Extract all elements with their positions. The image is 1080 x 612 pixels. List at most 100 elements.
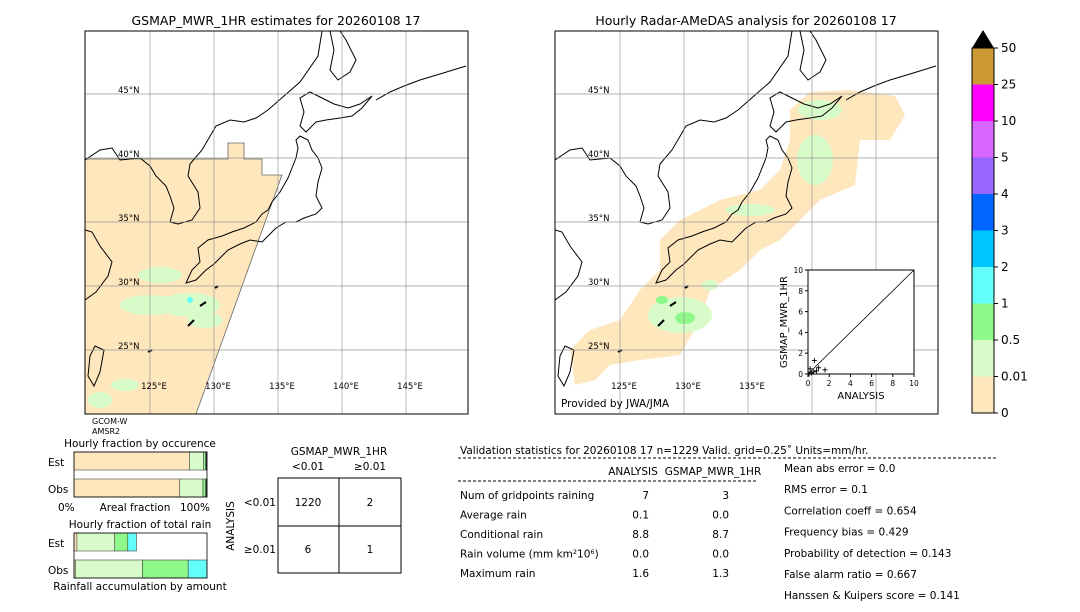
stat-gsmap-value: 3	[722, 490, 729, 502]
rain-est-label: Est	[48, 538, 64, 550]
svg-text:140°E: 140°E	[333, 382, 359, 392]
occurrence-title: Hourly fraction by occurence	[64, 438, 216, 450]
scatter-ytick-label: 6	[798, 308, 803, 317]
svg-text:125°E: 125°E	[141, 382, 167, 392]
svg-text:≥0.01: ≥0.01	[244, 544, 276, 556]
colorbar-tick-label: 3	[1001, 224, 1009, 238]
stat-label: Rain volume (mm km²10⁶)	[460, 549, 599, 561]
scatter-inset: 00 2 2 4 4 6 6 8 8 10 10 ANALYSIS GSMAP_MWR_1HR	[779, 266, 919, 402]
colorbar-tick-label: 0	[1001, 406, 1009, 420]
score-line: Correlation coeff = 0.654	[784, 505, 917, 517]
occ-x-min: 0%	[58, 502, 75, 514]
contingency-row-title: ANALYSIS	[225, 501, 237, 551]
occ-x-max: 100%	[180, 502, 210, 514]
colorbar-tick-label: 0.01	[1001, 370, 1028, 384]
stacked-bar-segment	[202, 478, 206, 498]
scatter-xtick-label: 0	[806, 379, 811, 388]
colorbar-tick-label: 0.5	[1001, 333, 1020, 347]
svg-text:ANALYSIS: ANALYSIS	[608, 466, 658, 478]
svg-text:135°E: 135°E	[739, 382, 765, 392]
scatter-point	[811, 357, 817, 363]
colorbar-tick-label: 50	[1001, 41, 1016, 55]
colorbar-segment	[972, 303, 994, 340]
right-lon-labels: 125°E 130°E 135°E	[611, 382, 765, 392]
score-line: Frequency bias = 0.429	[784, 527, 909, 539]
svg-text:GSMAP_MWR_1HR: GSMAP_MWR_1HR	[665, 466, 761, 478]
left-lon-labels: 125°E 130°E 135°E 140°E 145°E	[141, 382, 423, 392]
colorbar-tick-label: 25	[1001, 78, 1016, 92]
colorbar-segment	[972, 194, 994, 231]
scatter-xtick-label: 6	[869, 379, 874, 388]
colorbar-tick-label: 2	[1001, 260, 1009, 274]
stat-label: Maximum rain	[460, 568, 535, 580]
contingency-table: GSMAP_MWR_1HR <0.01 ≥0.01 ANALYSIS <0.01…	[225, 446, 402, 574]
score-line: Mean abs error = 0.0	[784, 463, 895, 475]
rain-obs-label: Obs	[48, 565, 68, 577]
left-map	[85, 31, 468, 414]
scatter-point	[813, 368, 819, 374]
right-lat-labels: 45°N 40°N 35°N 30°N 25°N	[588, 86, 609, 352]
right-map-title: Hourly Radar-AMeDAS analysis for 2026010…	[595, 13, 896, 28]
stacked-bar-segment	[73, 532, 78, 552]
svg-text:30°N: 30°N	[588, 278, 609, 288]
rain-xlabel: Rainfall accumulation by amount	[53, 581, 226, 593]
colorbar-tick-label: 4	[1001, 187, 1009, 201]
one-to-one-line	[807, 269, 915, 375]
svg-text:<0.01: <0.01	[244, 497, 276, 509]
colorbar-tick-label: 1	[1001, 297, 1009, 311]
colorbar-segment	[972, 230, 994, 267]
colorbar-segment	[972, 340, 994, 377]
colorbar-segment	[972, 48, 994, 85]
stat-gsmap-value: 8.7	[712, 529, 729, 541]
scatter-ytick-label: 10	[793, 266, 803, 275]
satellite-name: GCOM-W	[92, 417, 128, 426]
stacked-bar-segment	[127, 532, 137, 552]
colorbar-segment	[972, 84, 994, 121]
svg-text:25°N: 25°N	[118, 342, 139, 352]
sensor-name: AMSR2	[92, 427, 120, 436]
stacked-bar-segment	[76, 532, 116, 552]
bar-frame	[73, 532, 208, 579]
rain-fraction-bars	[73, 532, 208, 579]
colorbar: 0 0.01 0.5 1 2 3 4 5 10 25 50	[971, 30, 1028, 420]
scatter-xtick-label: 8	[890, 379, 895, 388]
svg-text:35°N: 35°N	[118, 214, 139, 224]
scatter-point	[810, 369, 816, 375]
rain-fraction-title: Hourly fraction of total rain	[69, 519, 212, 531]
colorbar-segment	[972, 267, 994, 304]
svg-text:145°E: 145°E	[397, 382, 423, 392]
stat-gsmap-value: 0.0	[712, 549, 729, 561]
scatter-ylabel: GSMAP_MWR_1HR	[779, 276, 790, 368]
scatter-point	[816, 365, 822, 371]
scatter-xtick-label: 4	[848, 379, 853, 388]
colorbar-segment	[972, 157, 994, 194]
data-credit: Provided by JWA/JMA	[561, 398, 670, 410]
score-line: Probability of detection = 0.143	[784, 548, 951, 560]
svg-text:≥0.01: ≥0.01	[354, 461, 386, 473]
cell-hit: 1	[367, 544, 374, 556]
swath-area	[85, 142, 283, 414]
svg-text:45°N: 45°N	[118, 86, 139, 96]
stacked-bar-segment	[142, 559, 189, 579]
svg-text:25°N: 25°N	[588, 342, 609, 352]
stats-header: Validation statistics for 20260108 17 n=…	[460, 445, 868, 457]
left-lat-labels: 45°N 40°N 35°N 30°N 25°N	[118, 86, 139, 352]
scatter-point	[806, 371, 812, 377]
score-line: RMS error = 0.1	[784, 484, 868, 496]
scatter-ytick-label: 8	[798, 287, 803, 296]
left-map-title: GSMAP_MWR_1HR estimates for 20260108 17	[132, 13, 421, 28]
scatter-ytick-label: 4	[798, 328, 803, 337]
stacked-bar-segment	[75, 559, 143, 579]
stat-analysis-value: 7	[642, 490, 649, 502]
bar-frame	[73, 451, 208, 498]
stat-analysis-value: 8.8	[632, 529, 649, 541]
stacked-bar-segment	[179, 478, 204, 498]
occ-xlabel: Areal fraction	[100, 502, 171, 514]
stat-label: Num of gridpoints raining	[460, 490, 594, 502]
svg-text:GSMAP_MWR_1HR: GSMAP_MWR_1HR	[291, 446, 387, 458]
light-rain-patches	[88, 267, 223, 408]
stat-gsmap-value: 0.0	[712, 510, 729, 522]
graticule	[85, 31, 468, 414]
